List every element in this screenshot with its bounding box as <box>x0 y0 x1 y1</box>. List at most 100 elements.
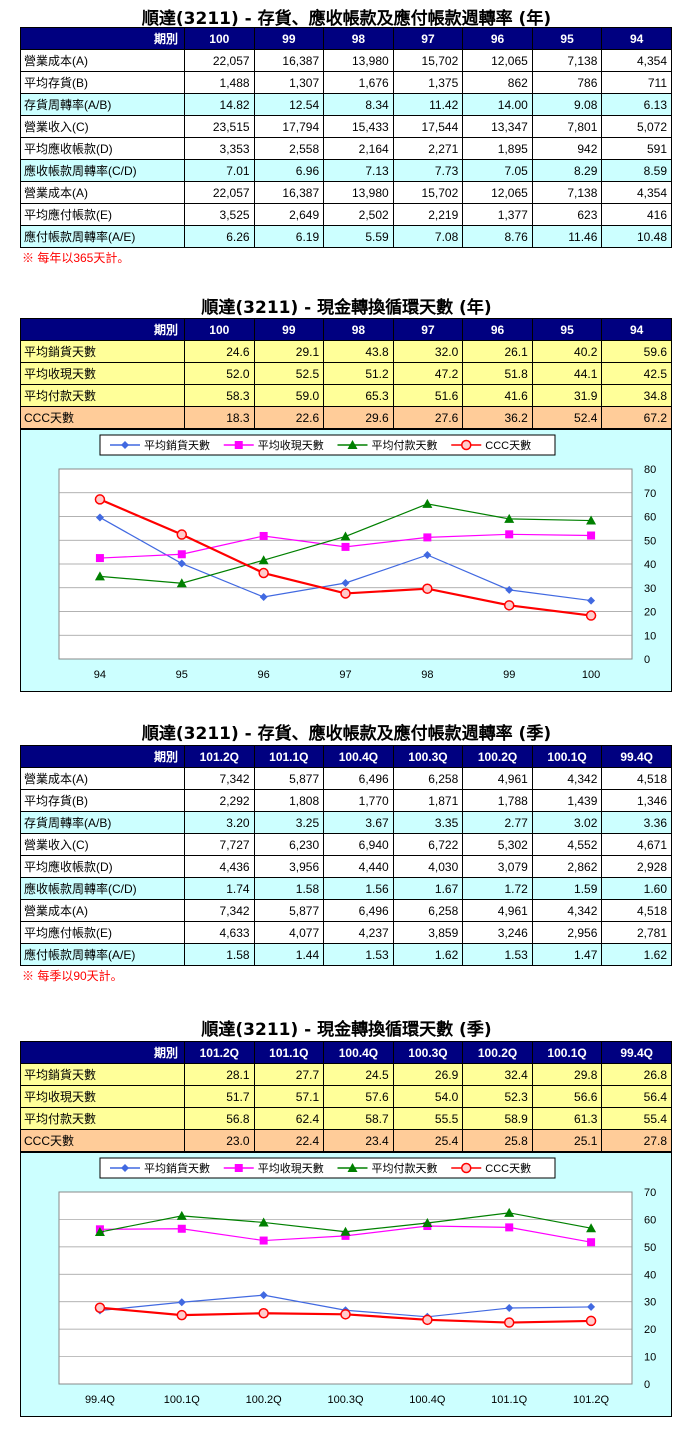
legend-label: CCC天數 <box>485 439 531 452</box>
data-point <box>505 1223 514 1232</box>
data-point <box>422 1314 433 1326</box>
table-row: 營業成本(A) 7,342 5,877 6,496 6,258 4,961 4,342 4,5… <box>20 899 672 922</box>
header-row: 期別 100 99 98 97 96 95 94 <box>20 27 672 50</box>
table-row: 平均存貨(B) 2,292 1,808 1,770 1,871 1,788 1,439 1,3… <box>20 789 672 812</box>
period-col-header: 101.1Q <box>253 745 325 768</box>
table-cell: 4,354 <box>601 49 672 72</box>
table-cell: 47.2 <box>392 362 464 385</box>
period-col-header: 100 <box>184 27 255 50</box>
y-tick-label: 40 <box>644 559 656 571</box>
table-cell: 1,377 <box>462 203 533 226</box>
table-row: 平均收現天數 51.7 57.1 57.6 54.0 52.3 56.6 56.4 <box>20 1085 672 1108</box>
period-col-header: 98 <box>323 27 394 50</box>
table-cell: 13,980 <box>323 181 394 204</box>
data-point <box>461 439 472 451</box>
table-cell: 1,871 <box>392 789 464 812</box>
table-cell: 1,788 <box>462 789 533 812</box>
data-point <box>503 600 515 611</box>
table-cell: 11.42 <box>392 93 464 116</box>
y-tick-label: 40 <box>644 1269 656 1281</box>
data-point <box>587 1302 596 1311</box>
row-label: CCC天數 <box>20 1129 185 1152</box>
row-label: 營業收入(C) <box>20 833 185 856</box>
table-cell: 15,702 <box>392 49 464 72</box>
header-row: 期別 101.2Q 101.1Q 100.4Q 100.3Q 100.2Q 100.1Q 99… <box>20 1041 672 1064</box>
table-cell: 7.01 <box>184 159 255 182</box>
data-point <box>259 593 268 602</box>
table-cell: 12,065 <box>462 181 533 204</box>
table-cell: 6,722 <box>392 833 464 856</box>
period-col-header: 99 <box>253 318 325 341</box>
data-point <box>340 1309 351 1320</box>
table-cell: 4,237 <box>323 921 394 944</box>
table-cell: 2,502 <box>323 203 394 226</box>
plot-area <box>58 1191 633 1385</box>
table-cell: 4,518 <box>601 767 672 790</box>
period-col-header: 100 <box>184 318 255 341</box>
table-cell: 22.4 <box>253 1129 325 1152</box>
x-tick-label: 101.2Q <box>573 1394 610 1406</box>
period-col-header: 95 <box>531 318 603 341</box>
table-cell: 27.6 <box>392 406 464 429</box>
table-row: 存貨周轉率(A/B) 14.82 12.54 8.34 11.42 14.00 9.08 6.… <box>20 93 672 116</box>
data-point <box>176 1210 187 1220</box>
table-cell: 5.59 <box>323 225 394 248</box>
table-cell: 8.34 <box>323 93 394 116</box>
table-cell: 6.96 <box>253 159 325 182</box>
table-cell: 59.0 <box>253 384 325 407</box>
table-cell: 11.46 <box>531 225 603 248</box>
table-cell: 7.08 <box>392 225 464 248</box>
table-cell: 55.5 <box>392 1107 464 1130</box>
table-cell: 51.7 <box>184 1085 255 1108</box>
row-label: 營業成本(A) <box>20 899 185 922</box>
period-col-header: 97 <box>392 27 464 50</box>
table-cell: 5,877 <box>253 767 325 790</box>
data-point <box>341 1231 350 1240</box>
table-row: 應收帳款周轉率(C/D) 1.74 1.58 1.56 1.67 1.72 1.59 1.60 <box>20 877 672 900</box>
data-point <box>505 585 514 594</box>
y-tick-label: 10 <box>644 1352 656 1364</box>
y-tick-label: 20 <box>644 1324 656 1336</box>
period-col-header: 97 <box>392 318 464 341</box>
data-point <box>586 1223 597 1233</box>
table-cell: 6.19 <box>253 225 325 248</box>
table-cell: 17,544 <box>392 115 464 138</box>
table-cell: 4,961 <box>462 899 533 922</box>
period-col-header: 100.4Q <box>323 745 394 768</box>
table-cell: 4,354 <box>601 181 672 204</box>
period-header: 期別 <box>20 318 185 341</box>
table-cell: 41.6 <box>462 384 533 407</box>
legend-label: CCC天數 <box>485 1162 531 1175</box>
table-cell: 29.8 <box>531 1063 603 1086</box>
table-cell: 22,057 <box>184 49 255 72</box>
y-tick-label: 0 <box>644 654 650 666</box>
data-point <box>234 441 243 449</box>
x-tick-label: 100.4Q <box>409 1394 446 1406</box>
x-tick-label: 100.3Q <box>327 1394 364 1406</box>
table-cell: 1,676 <box>323 71 394 94</box>
table-cell: 2,862 <box>531 855 603 878</box>
row-label: 營業收入(C) <box>20 115 185 138</box>
table-cell: 16,387 <box>253 49 325 72</box>
table-cell: 58.7 <box>323 1107 394 1130</box>
data-point <box>347 440 358 449</box>
table-cell: 7,801 <box>531 115 603 138</box>
table-cell: 1.44 <box>253 943 325 966</box>
table-cell: 43.8 <box>323 340 394 363</box>
table-cell: 27.8 <box>601 1129 672 1152</box>
row-label: 平均應付帳款(E) <box>20 203 185 226</box>
table-cell: 22.6 <box>253 406 325 429</box>
table-cell: 2.77 <box>462 811 533 834</box>
ccc-quarterly-chart: 0 10 20 30 40 50 60 70 99.4Q 100.1Q 100.2Q 100.3Q 10… <box>20 1152 672 1417</box>
table-cell: 15,702 <box>392 181 464 204</box>
y-tick-label: 70 <box>644 488 656 500</box>
table-cell: 416 <box>601 203 672 226</box>
table-cell: 1.53 <box>323 943 394 966</box>
table-row: 平均付款天數 58.3 59.0 65.3 51.6 41.6 31.9 34.8 <box>20 384 672 407</box>
data-point <box>234 1164 243 1172</box>
row-label: 平均收現天數 <box>20 1085 185 1108</box>
table-cell: 27.7 <box>253 1063 325 1086</box>
table-row: 平均銷貨天數 24.6 29.1 43.8 32.0 26.1 40.2 59.6 <box>20 340 672 363</box>
table-cell: 29.6 <box>323 406 394 429</box>
